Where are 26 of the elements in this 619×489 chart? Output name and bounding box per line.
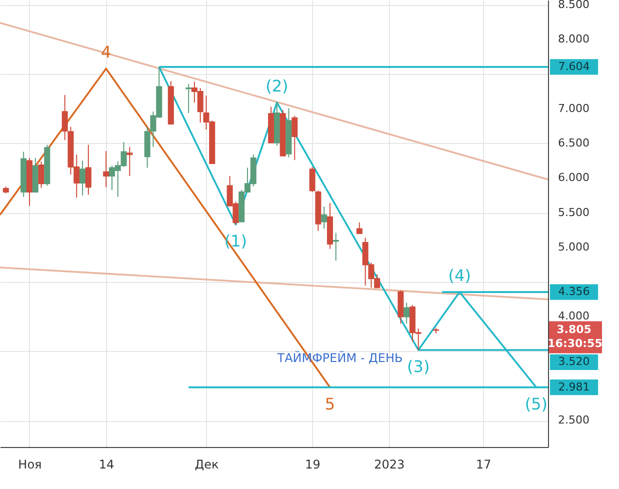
y-tick-label: 8.000 xyxy=(558,32,590,46)
series-label: 4.356 xyxy=(558,285,590,298)
x-tick-label: 14 xyxy=(98,458,114,472)
y-tick-label: 7.000 xyxy=(558,102,590,115)
y-tick-label: 5.000 xyxy=(558,240,590,254)
annotation: (3) xyxy=(407,356,430,376)
series-label: 3.520 xyxy=(558,355,590,368)
annotation: (4) xyxy=(448,266,471,286)
y-tick-label: 8.500 xyxy=(558,0,590,11)
text: 3.805 xyxy=(556,323,592,336)
annotation: 5 xyxy=(324,394,336,414)
legend-label: 2.981 xyxy=(558,380,590,394)
annotation: (5) xyxy=(524,394,548,414)
x-tick-label: 2023 xyxy=(374,458,405,472)
y-tick-label: 2.500 xyxy=(558,414,590,427)
y-tick-label: 6.500 xyxy=(558,136,590,150)
series-label: 7.604 xyxy=(558,60,590,73)
y-tick-label: 5.500 xyxy=(558,206,590,219)
y-tick-label: 4.000 xyxy=(558,310,590,323)
x-tick-label: Ноя xyxy=(18,458,42,472)
x-tick-label: 17 xyxy=(476,458,492,472)
y-tick-label: 6.000 xyxy=(558,171,590,184)
x-tick-label: Дек xyxy=(194,458,219,472)
annotation: (2) xyxy=(266,76,288,96)
annotation: 4 xyxy=(100,42,112,62)
x-tick-label: 19 xyxy=(305,458,320,472)
